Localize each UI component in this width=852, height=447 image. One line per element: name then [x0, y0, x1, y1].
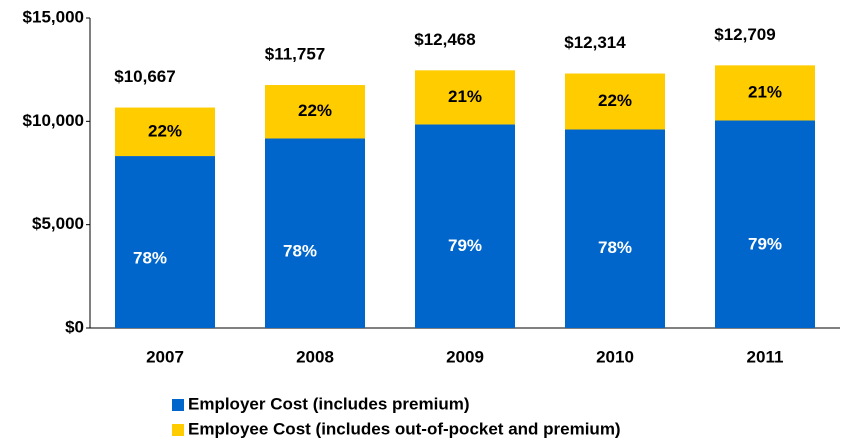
legend-label: Employer Cost (includes premium) [188, 394, 470, 413]
share-label: 78% [598, 238, 632, 257]
legend-swatch [172, 424, 184, 436]
total-label: $12,709 [714, 25, 775, 44]
bar-segment [715, 120, 815, 328]
bar-segment [565, 129, 665, 328]
bar-segment [115, 107, 215, 157]
y-tick-label: $5,000 [32, 214, 84, 233]
share-label: 79% [748, 234, 782, 253]
share-label: 22% [148, 121, 182, 140]
share-label: 79% [448, 236, 482, 255]
total-label: $11,757 [265, 45, 326, 64]
x-tick-label: 2010 [596, 347, 634, 366]
bar-segment [115, 156, 215, 328]
bar-segment [715, 65, 815, 121]
total-label: $10,667 [114, 67, 175, 86]
share-label: 78% [283, 242, 317, 261]
share-label: 21% [748, 82, 782, 101]
bar-segment [265, 138, 365, 328]
bar-segment [565, 73, 665, 130]
x-tick-label: 2008 [296, 347, 334, 366]
bar-segment [265, 85, 365, 139]
x-tick-label: 2009 [446, 347, 484, 366]
y-tick-label: $10,000 [23, 111, 84, 130]
share-label: 22% [298, 101, 332, 120]
bar-segment [415, 70, 515, 125]
total-label: $12,314 [564, 33, 626, 52]
bar-segment [415, 124, 515, 328]
y-tick-label: $15,000 [23, 7, 84, 26]
total-label: $12,468 [414, 30, 475, 49]
legend-swatch [172, 399, 184, 411]
x-tick-label: 2011 [747, 347, 784, 366]
legend-label: Employee Cost (includes out-of-pocket an… [188, 419, 621, 438]
share-label: 21% [448, 87, 482, 106]
share-label: 78% [133, 249, 167, 268]
y-tick-label: $0 [65, 317, 84, 336]
x-tick-label: 2007 [146, 347, 184, 366]
share-label: 22% [598, 91, 632, 110]
